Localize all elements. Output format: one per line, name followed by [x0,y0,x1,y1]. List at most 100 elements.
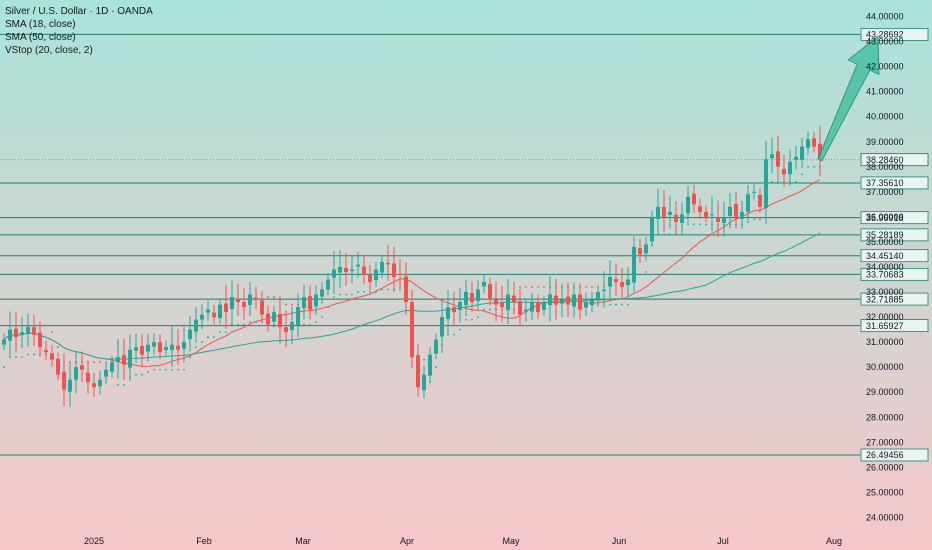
candle-body [362,266,366,275]
candle-body [650,216,654,242]
vstop-point [333,296,335,298]
vstop-point [747,221,749,223]
candle [632,236,636,293]
candle [422,365,426,399]
candle-body [728,206,732,216]
candle-body [584,302,588,308]
candle [614,263,618,296]
candle-body [434,339,438,354]
chart-legend: Silver / U.S. Dollar · 1D · OANDA SMA (1… [5,5,153,57]
vstop-point [285,303,287,306]
y-tick-label: 44.00000 [866,12,904,22]
candle [38,321,42,357]
time-axis[interactable]: 2025 Feb Mar Apr May Jun Jul Aug [84,536,842,546]
candle [536,294,540,320]
candle [338,250,342,288]
candle [818,125,822,177]
candle-body [482,282,486,287]
level-label-box [860,448,929,462]
candle [116,338,120,379]
candle-body [764,159,768,208]
candle-body [752,191,756,193]
y-tick-label: 36.00000 [866,212,904,222]
candle-body [458,302,462,311]
candle [566,282,570,317]
candle [578,283,582,320]
candle [698,198,702,219]
candle-body [692,193,696,205]
legend-vstop[interactable]: VStop (20, close, 2) [5,45,93,56]
legend-title[interactable]: Silver / U.S. Dollar · 1D · OANDA [5,6,153,17]
candle-body [494,299,498,305]
candle-body [782,168,786,175]
candle-body [536,302,540,313]
candle-body [194,319,198,332]
x-tick-label: Mar [295,536,311,546]
candle [236,283,240,316]
candle [332,251,336,294]
candle-body [374,269,378,281]
candle [104,361,108,384]
candle [428,346,432,383]
candle-body [326,279,330,290]
y-tick-label: 41.00000 [866,87,904,97]
candle [488,277,492,306]
candle-body [554,295,558,305]
candle [14,311,18,353]
candle-body [758,194,762,207]
candle [44,340,48,361]
candle-body [68,379,72,392]
candle-body [128,349,132,368]
vstop-point [201,341,203,344]
vstop-point [381,288,383,291]
candle-body [260,300,264,315]
vstop-point [147,371,149,374]
vstop-point [663,233,665,236]
candle-body [254,297,258,300]
candle [140,333,144,366]
candle [350,255,354,284]
candle [248,282,252,317]
candle-body [734,203,738,217]
candle-body [284,327,288,333]
candle-body [530,302,534,312]
candle [530,292,534,320]
legend-sma18[interactable]: SMA (18, close) [5,19,76,30]
candle [644,236,648,261]
vstop-point [33,353,35,356]
projection-arrow-shape [817,35,880,162]
candle [86,360,90,394]
price-axis[interactable]: 44.00000 43.00000 42.00000 41.00000 40.00000… [866,12,904,523]
vstop-point [531,286,533,288]
x-tick-label: Jul [717,536,729,546]
vstop-point [543,286,545,288]
legend-sma50[interactable]: SMA (50, close) [5,32,76,43]
candle [170,326,174,367]
vstop-point [351,293,353,296]
candle [218,298,222,324]
vstop-point [159,368,161,371]
candle-body [542,302,546,311]
candle-body [20,332,24,335]
candle [716,200,720,238]
candle-body [356,264,360,267]
candle-body [674,214,678,222]
vstop-point [3,366,5,369]
level-label-box [860,319,929,333]
candle [590,291,594,313]
level-label-box [860,249,929,263]
candle [308,285,312,320]
vstop-point [399,288,401,291]
candle [242,288,246,320]
candle-body [368,274,372,283]
candle-body [812,138,816,147]
candle [182,326,186,363]
candle [770,137,774,174]
candle [608,260,612,302]
candle [122,338,126,380]
y-tick-label: 38.00000 [866,162,904,172]
candle-body [638,247,642,255]
